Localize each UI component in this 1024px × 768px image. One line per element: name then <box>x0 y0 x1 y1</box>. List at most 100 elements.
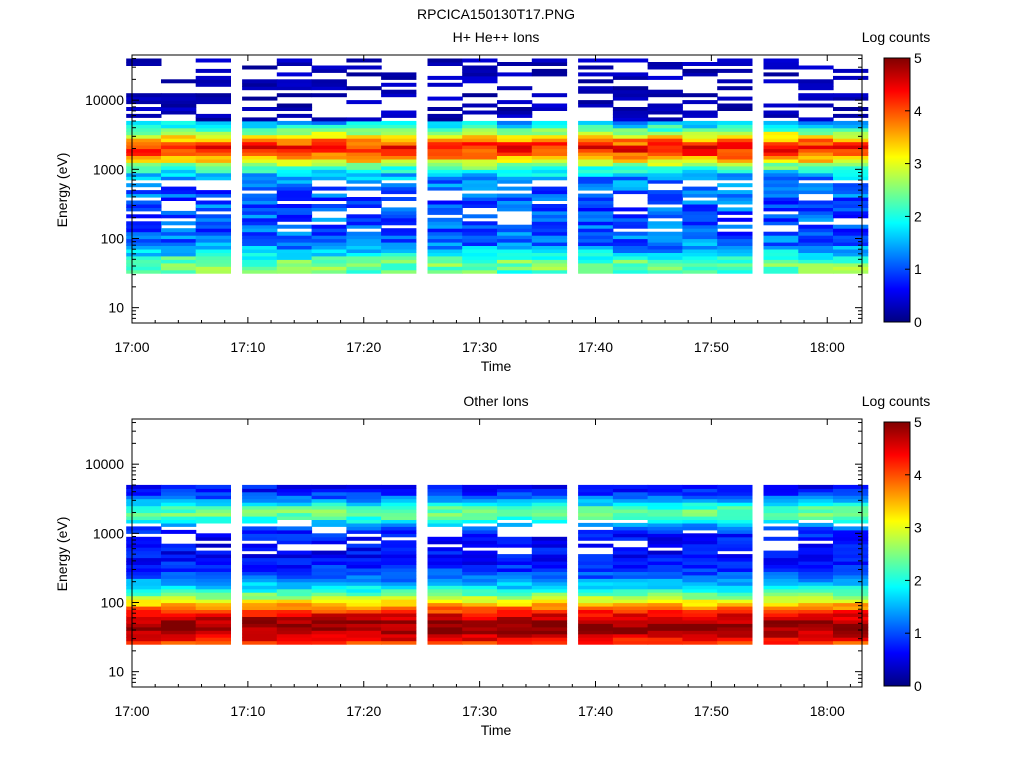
heatmap-cell <box>497 592 533 597</box>
heatmap-cell <box>276 235 313 240</box>
heatmap-cell <box>763 134 799 139</box>
heatmap-cell <box>427 574 463 579</box>
heatmap-cell <box>126 554 162 559</box>
heatmap-cell <box>717 640 753 645</box>
heatmap-cell <box>276 640 313 645</box>
heatmap-cell <box>717 619 753 624</box>
heatmap-cell <box>311 609 347 614</box>
heatmap-cell <box>578 131 614 136</box>
heatmap-cell <box>462 630 498 635</box>
heatmap-cell <box>311 616 347 621</box>
heatmap-cell <box>462 138 498 143</box>
heatmap-cell <box>195 623 231 628</box>
heatmap-cell <box>717 536 753 541</box>
heatmap-cell <box>682 145 718 150</box>
heatmap-cell <box>763 588 799 593</box>
heatmap-cell <box>531 266 568 271</box>
heatmap-cell <box>346 599 382 604</box>
heatmap-cell <box>427 255 463 260</box>
heatmap-cell <box>497 107 533 111</box>
heatmap-cell <box>647 557 683 562</box>
heatmap-cell <box>276 204 313 208</box>
heatmap-cell <box>381 113 417 118</box>
heatmap-cell <box>833 623 869 628</box>
heatmap-cell <box>242 599 278 604</box>
heatmap-cell <box>682 221 718 226</box>
heatmap-cell <box>682 547 718 552</box>
heatmap-cell <box>497 197 533 201</box>
heatmap-cell <box>161 637 197 642</box>
heatmap-cell <box>833 606 869 610</box>
heatmap-cell <box>346 65 382 70</box>
heatmap-cell <box>126 158 162 163</box>
heatmap-cell <box>612 96 649 101</box>
heatmap-cell <box>682 626 718 631</box>
heatmap-cell <box>717 533 753 538</box>
heatmap-cell <box>578 266 614 271</box>
heatmap-cell <box>311 127 347 132</box>
heatmap-cell <box>195 138 231 143</box>
heatmap-cell <box>497 578 533 583</box>
heatmap-cell <box>195 505 231 510</box>
x-tick-label: 17:00 <box>114 339 149 355</box>
heatmap-cell <box>427 249 463 253</box>
heatmap-cell <box>531 259 568 264</box>
heatmap-cell <box>578 179 614 184</box>
heatmap-cell <box>427 262 463 267</box>
heatmap-cell <box>798 127 834 132</box>
heatmap-cell <box>647 262 683 267</box>
heatmap-cell <box>242 176 278 181</box>
heatmap-cell <box>381 162 417 167</box>
heatmap-cell <box>427 217 463 222</box>
heatmap-cell <box>242 609 278 614</box>
heatmap-cell <box>311 152 347 156</box>
heatmap-cell <box>497 557 533 562</box>
heatmap-cell <box>381 595 417 600</box>
heatmap-cell <box>242 134 278 139</box>
heatmap-cell <box>276 238 313 243</box>
heatmap-cell <box>346 200 382 205</box>
heatmap-cell <box>612 221 649 226</box>
y-tick-label: 100 <box>101 230 125 246</box>
heatmap-cell <box>346 522 382 527</box>
heatmap-cell <box>161 252 197 257</box>
heatmap-cell <box>276 606 313 610</box>
heatmap-cell <box>497 516 533 520</box>
heatmap-cell <box>161 516 197 520</box>
heatmap-cell <box>311 165 347 170</box>
heatmap-cell <box>311 633 347 638</box>
heatmap-cell <box>531 103 568 108</box>
heatmap-cell <box>763 172 799 177</box>
heatmap-cell <box>531 269 568 274</box>
heatmap-cell <box>427 235 463 240</box>
heatmap-cell <box>276 103 313 108</box>
heatmap-cell <box>427 62 463 66</box>
heatmap-cell <box>578 169 614 174</box>
heatmap-cell <box>833 242 869 246</box>
heatmap-cell <box>531 207 568 212</box>
heatmap-cell <box>798 633 834 638</box>
heatmap-cell <box>833 502 869 507</box>
heatmap-cell <box>717 124 753 129</box>
heatmap-cell <box>682 484 718 489</box>
heatmap-cell <box>531 613 568 617</box>
heatmap-cell <box>798 581 834 586</box>
heatmap-cell <box>346 131 382 136</box>
heatmap-cell <box>462 238 498 243</box>
heatmap-cell <box>497 124 533 129</box>
heatmap-cell <box>311 588 347 593</box>
heatmap-cell <box>763 193 799 198</box>
heatmap-cell <box>381 526 417 531</box>
heatmap-cell <box>717 269 753 274</box>
heatmap-cell <box>311 172 347 177</box>
heatmap-cell <box>497 554 533 559</box>
heatmap-cell <box>242 228 278 233</box>
heatmap-cell <box>276 484 313 489</box>
x-axis-label: Time <box>481 722 512 738</box>
heatmap-cell <box>578 599 614 604</box>
heatmap-cell <box>276 262 313 267</box>
heatmap-cell <box>195 630 231 635</box>
heatmap-cell <box>682 100 718 105</box>
